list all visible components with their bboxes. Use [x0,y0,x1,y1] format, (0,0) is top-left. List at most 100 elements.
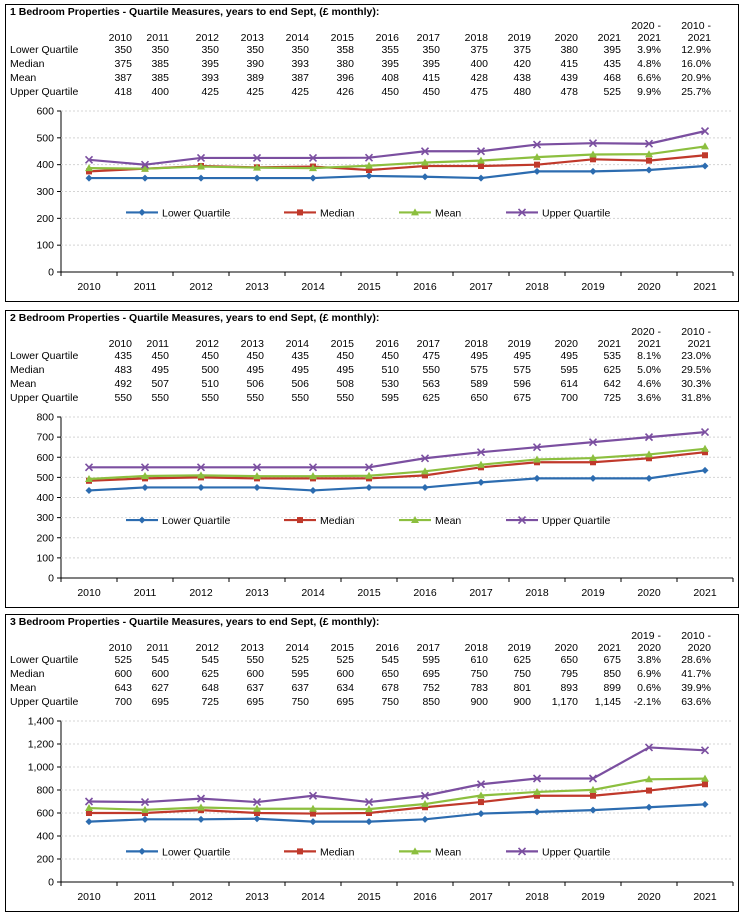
table-cell: 550 [422,364,440,376]
table-cell: 725 [603,392,621,404]
data-point [308,791,318,800]
table-cell: 387 [291,72,309,84]
table-cell: 595 [381,392,399,404]
year-header: 2011 [146,338,169,350]
x-tick-label: 2012 [189,587,213,599]
change-cell: 3.8% [637,654,661,666]
x-tick-label: 2021 [693,587,717,599]
table-cell: 595 [422,654,440,666]
x-tick-label: 2010 [77,281,101,293]
y-tick-label: 100 [36,240,54,252]
table-cell: 550 [114,392,132,404]
x-tick-label: 2013 [245,891,269,903]
table-cell: 389 [246,72,264,84]
data-point [477,810,485,818]
table-cell: 375 [513,44,531,56]
series-lower-quartile [85,466,709,494]
x-tick-label: 2018 [525,891,549,903]
change-cell: 20.9% [681,72,711,84]
year-header: 2017 [416,338,440,350]
year-header: 2013 [240,642,264,654]
series-line [88,803,706,823]
legend-item: Mean [399,207,461,219]
data-point [141,174,149,182]
data-point [534,161,540,168]
table-cell: 634 [336,682,354,694]
data-point [589,150,597,158]
table-cell: 420 [513,58,531,70]
table-cell: 495 [151,364,169,376]
data-point [85,818,93,826]
data-point [644,139,654,148]
table-cell: 650 [560,654,578,666]
table-cell: 387 [114,72,132,84]
data-point [533,474,541,482]
legend-marker [411,847,419,855]
x-tick-label: 2019 [581,587,605,599]
x-tick-label: 2018 [525,281,549,293]
data-point [309,164,317,172]
table-cell: 450 [381,86,399,98]
table-cell: 801 [513,682,531,694]
table-cell: 563 [422,378,440,390]
data-point [421,158,429,166]
legend-marker [297,209,303,216]
data-point [309,818,317,826]
x-tick-label: 2017 [469,587,493,599]
year-header: 2016 [375,338,399,350]
table-cell: 850 [422,696,440,708]
change-cell: 63.6% [681,696,711,708]
series-mean [85,774,709,813]
year-header: 2010 [108,32,132,44]
data-point [589,785,597,793]
table-cell: 610 [470,654,488,666]
data-point [365,161,373,169]
x-tick-label: 2021 [693,281,717,293]
x-tick-label: 2011 [134,891,157,903]
year-header: 2012 [195,32,219,44]
data-point [308,463,318,472]
year-header: 2012 [195,642,219,654]
y-tick-label: 600 [36,808,54,820]
data-point [85,804,93,812]
data-point [422,472,428,479]
series-line [88,451,706,482]
data-point [420,147,430,156]
data-point [364,463,374,472]
change-period-header: 2020 [637,642,661,654]
data-point [644,743,654,752]
table-cell: 415 [560,58,578,70]
year-header: 2019 [507,32,531,44]
legend-label: Median [320,207,355,219]
table-cell: 350 [201,44,219,56]
table-cell: 675 [513,392,531,404]
legend-label: Median [320,846,355,858]
data-point [365,483,373,491]
table-cell: 450 [381,350,399,362]
data-point [366,167,372,174]
series-line [88,447,706,481]
table-cell: 393 [291,58,309,70]
x-tick-label: 2020 [637,587,661,599]
table-cell: 695 [336,696,354,708]
x-tick-label: 2011 [134,587,157,599]
y-tick-label: 800 [36,412,54,424]
year-header: 2011 [146,642,169,654]
table-cell: 530 [381,378,399,390]
data-point [85,174,93,182]
y-tick-label: 400 [36,159,54,171]
data-point [84,463,94,472]
data-point [309,486,317,494]
year-header: 2016 [375,642,399,654]
year-header: 2013 [240,338,264,350]
series-line [89,430,706,469]
table-cell: 899 [603,682,621,694]
legend-marker [297,517,303,524]
series-line [88,469,706,492]
data-point [197,174,205,182]
data-point [421,800,429,808]
year-header: 2014 [285,32,309,44]
data-point [534,792,540,799]
y-tick-label: 0 [48,573,54,585]
y-tick-label: 0 [48,267,54,279]
